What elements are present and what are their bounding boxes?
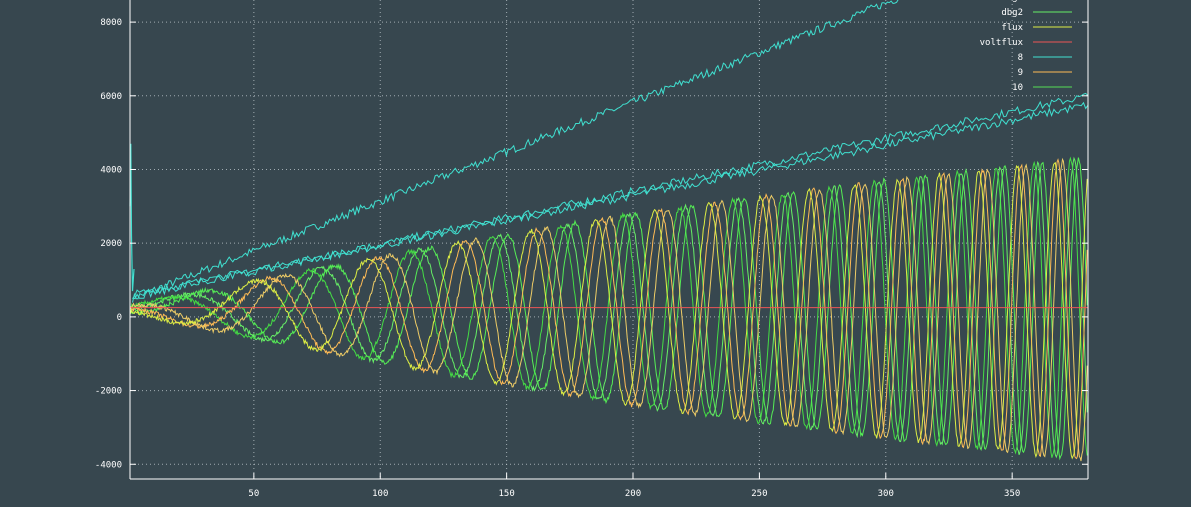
oscillation-orange-b bbox=[129, 157, 1088, 462]
spike-series bbox=[129, 143, 135, 292]
x-tick-label: 100 bbox=[372, 489, 388, 499]
ramp-series-1 bbox=[132, 0, 899, 303]
y-tick-label: 8000 bbox=[100, 18, 122, 28]
y-tick-label: -2000 bbox=[95, 387, 122, 397]
x-tick-label: 350 bbox=[1004, 489, 1020, 499]
series-group bbox=[129, 0, 1089, 462]
legend-label: 9 bbox=[1018, 68, 1023, 78]
ramp-series-3 bbox=[132, 101, 1089, 300]
x-tick-label: 200 bbox=[625, 489, 641, 499]
y-tick-label: -4000 bbox=[95, 460, 122, 470]
x-tick-label: 300 bbox=[878, 489, 894, 499]
y-tick-label: 4000 bbox=[100, 165, 122, 175]
ramp-series-2 bbox=[132, 92, 1089, 300]
legend-label: flux bbox=[1001, 23, 1023, 33]
legend-label: 10 bbox=[1012, 83, 1023, 93]
oscillation-green-a bbox=[129, 156, 1088, 459]
legend-label: dbg2 bbox=[1001, 8, 1023, 18]
legend-label: voltflux bbox=[980, 38, 1024, 48]
y-tick-label: 2000 bbox=[100, 239, 122, 249]
y-tick-label: 6000 bbox=[100, 92, 122, 102]
legend-label: 8 bbox=[1018, 53, 1023, 63]
legend-label: dbg1 bbox=[1001, 0, 1023, 3]
y-tick-label: 0 bbox=[117, 313, 122, 323]
oscillation-yellow-a bbox=[129, 162, 1088, 460]
oscillation-green-c bbox=[129, 157, 1088, 461]
oscillation-orange-a bbox=[129, 158, 1088, 460]
x-tick-label: 150 bbox=[498, 489, 514, 499]
axes: 50 100 150 200 250 300 350 -4000 -2000 0 2000 4000 6… bbox=[95, 0, 1089, 499]
x-tick-label: 250 bbox=[751, 489, 767, 499]
legend: dbg1 dbg2 flux voltflux 8 9 10 bbox=[980, 0, 1072, 93]
x-tick-label: 50 bbox=[248, 489, 259, 499]
